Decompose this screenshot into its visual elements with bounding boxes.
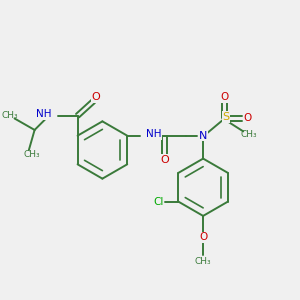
- Text: NH: NH: [36, 109, 52, 119]
- Text: O: O: [199, 232, 207, 242]
- Text: CH₃: CH₃: [241, 130, 257, 139]
- Text: CH₃: CH₃: [195, 257, 212, 266]
- Text: O: O: [243, 113, 252, 124]
- Text: Cl: Cl: [153, 196, 164, 207]
- Text: O: O: [160, 155, 169, 165]
- Text: O: O: [220, 92, 229, 102]
- Text: CH₃: CH₃: [2, 111, 19, 120]
- Text: O: O: [92, 92, 100, 102]
- Text: NH: NH: [146, 129, 161, 139]
- Text: S: S: [223, 112, 230, 122]
- Text: N: N: [199, 131, 207, 141]
- Text: CH₃: CH₃: [23, 150, 40, 159]
